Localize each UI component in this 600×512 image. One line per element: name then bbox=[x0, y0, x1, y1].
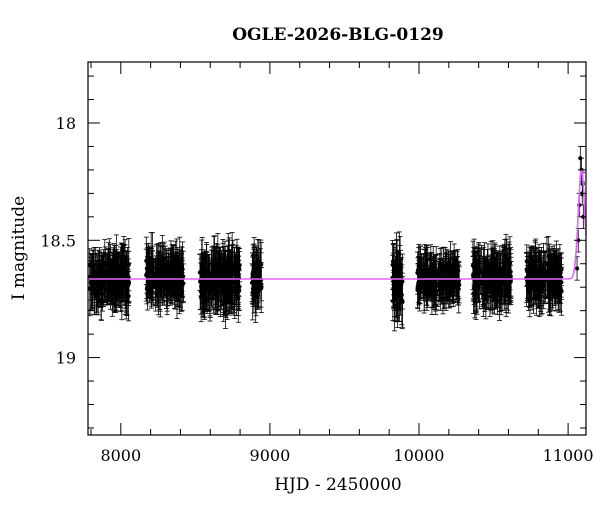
data-point bbox=[441, 259, 447, 310]
data-point bbox=[485, 243, 491, 294]
data-point bbox=[234, 261, 240, 316]
x-tick-label: 8000 bbox=[100, 446, 141, 465]
data-point bbox=[106, 242, 112, 289]
data-point bbox=[499, 255, 505, 311]
data-point bbox=[523, 252, 529, 304]
data-point bbox=[455, 270, 461, 301]
x-tick-label: 10000 bbox=[394, 446, 445, 465]
data-point bbox=[503, 247, 509, 298]
data-point bbox=[470, 240, 476, 291]
data-point bbox=[456, 264, 462, 314]
data-point bbox=[258, 252, 264, 308]
axis-ticks: 8000 9000 10000 11000 18 18.5 19 bbox=[40, 62, 594, 465]
data-point bbox=[88, 248, 93, 283]
data-point bbox=[549, 250, 555, 287]
data-point bbox=[157, 270, 163, 310]
chart-title: OGLE-2026-BLG-0129 bbox=[232, 25, 444, 45]
y-tick-label: 19 bbox=[56, 349, 76, 368]
data-point bbox=[102, 246, 108, 302]
data-point bbox=[497, 263, 503, 304]
data-point bbox=[418, 271, 424, 301]
x-axis-label: HJD - 2450000 bbox=[274, 475, 402, 495]
data-point bbox=[390, 239, 396, 290]
data-point bbox=[394, 261, 400, 323]
data-point bbox=[531, 256, 537, 292]
data-point bbox=[395, 256, 401, 307]
data-point bbox=[147, 266, 153, 299]
data-point bbox=[477, 248, 483, 295]
data-point bbox=[481, 268, 487, 310]
data-layer bbox=[88, 146, 586, 332]
data-point bbox=[226, 244, 232, 301]
data-point bbox=[199, 249, 205, 293]
data-point bbox=[399, 253, 405, 310]
data-point bbox=[491, 264, 497, 301]
data-point bbox=[113, 234, 119, 286]
data-point bbox=[217, 256, 223, 318]
data-point bbox=[180, 241, 186, 298]
data-point bbox=[150, 245, 156, 289]
data-point bbox=[536, 243, 542, 295]
y-tick-label: 18.5 bbox=[40, 231, 76, 250]
data-point bbox=[551, 274, 557, 306]
x-tick-label: 11000 bbox=[543, 446, 594, 465]
plot-area: 8000 9000 10000 11000 18 18.5 19 bbox=[40, 61, 594, 465]
model-layer bbox=[88, 168, 586, 280]
data-point bbox=[474, 259, 480, 315]
data-point bbox=[124, 274, 130, 316]
y-tick-label: 18 bbox=[56, 114, 76, 133]
model-curve bbox=[88, 168, 586, 280]
data-point bbox=[172, 256, 178, 309]
data-point bbox=[147, 259, 153, 294]
data-point bbox=[535, 264, 541, 308]
data-point bbox=[397, 244, 403, 305]
plot-frame bbox=[87, 61, 587, 436]
data-point bbox=[102, 262, 108, 303]
data-point bbox=[451, 243, 457, 292]
data-point bbox=[542, 251, 548, 298]
x-tick-label: 9000 bbox=[250, 446, 291, 465]
data-point bbox=[553, 240, 559, 285]
data-point bbox=[164, 264, 170, 309]
data-point bbox=[488, 270, 494, 312]
data-point bbox=[539, 257, 545, 296]
data-point bbox=[208, 249, 214, 299]
data-point bbox=[143, 248, 149, 302]
data-point bbox=[445, 253, 451, 295]
data-point bbox=[108, 271, 114, 304]
data-point bbox=[153, 266, 159, 298]
data-point bbox=[220, 254, 226, 313]
data-point bbox=[154, 244, 160, 295]
y-axis-label: I magnitude bbox=[9, 196, 29, 300]
